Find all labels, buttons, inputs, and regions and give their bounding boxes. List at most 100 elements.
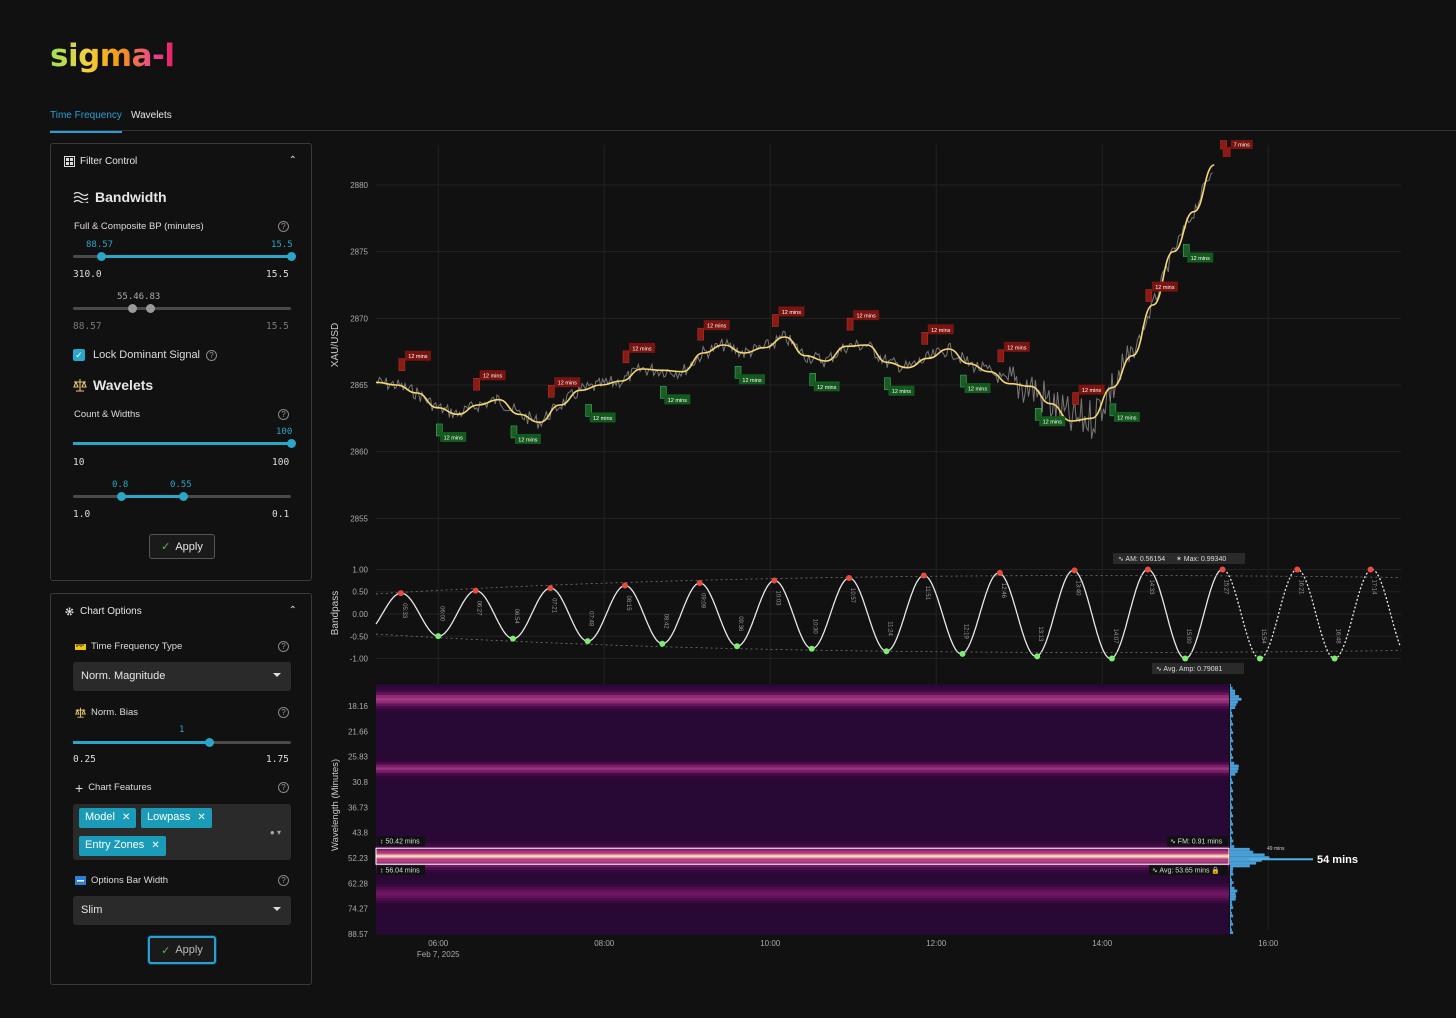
feature-chip-entry-zones[interactable]: Entry Zones ✕ bbox=[79, 836, 166, 856]
bias-handle[interactable] bbox=[205, 738, 214, 747]
remove-icon[interactable]: ✕ bbox=[151, 840, 160, 851]
heatmap-row bbox=[376, 764, 1229, 768]
upper-envelope bbox=[375, 575, 1402, 595]
chevron-up-icon[interactable]: ⌃ bbox=[288, 155, 297, 166]
heatmap-row bbox=[376, 886, 1229, 891]
help-icon[interactable]: ? bbox=[206, 350, 217, 361]
cycle-markers: 12 mins 12 mins 12 mins 12 mins 12 mins 12 mi… bbox=[398, 140, 1253, 444]
chart-options-apply-button[interactable]: ✓ Apply bbox=[148, 936, 216, 964]
heatmap-row bbox=[376, 795, 1229, 799]
trough-time-label: 09:36 bbox=[737, 616, 743, 632]
tf-type-label: Time Frequency Type bbox=[91, 641, 183, 652]
width-low-handle[interactable] bbox=[117, 492, 126, 501]
histogram-bar bbox=[1230, 859, 1262, 862]
bandwidth-low-handle[interactable] bbox=[97, 252, 106, 261]
feature-chip-lowpass[interactable]: Lowpass ✕ bbox=[141, 808, 212, 828]
heatmap-row bbox=[376, 928, 1229, 932]
trough-marker bbox=[660, 386, 667, 399]
feature-chip-model[interactable]: Model ✕ bbox=[79, 808, 137, 828]
peak-time-label: 06:27 bbox=[476, 601, 482, 617]
help-icon[interactable]: ? bbox=[278, 641, 289, 652]
trough-dot bbox=[883, 648, 890, 655]
heatmap-row bbox=[376, 753, 1229, 757]
help-icon[interactable]: ? bbox=[278, 707, 289, 718]
peak-label-box bbox=[1078, 384, 1105, 395]
histogram-bar bbox=[1230, 839, 1234, 843]
fm-badge-bg bbox=[1167, 836, 1228, 847]
widths-slider[interactable] bbox=[73, 492, 291, 501]
peak-dot bbox=[696, 580, 703, 587]
filter-control-header[interactable]: Filter Control bbox=[64, 156, 137, 167]
heatmap-row bbox=[376, 750, 1229, 755]
bias-min-label: 0.25 bbox=[73, 754, 96, 765]
count-handle[interactable] bbox=[287, 439, 296, 448]
count-slider[interactable] bbox=[73, 439, 296, 448]
check-icon: ✓ bbox=[161, 944, 171, 957]
chart-options-header[interactable]: Chart Options bbox=[64, 606, 142, 617]
trough-dot bbox=[1108, 655, 1115, 662]
remove-icon[interactable]: ✕ bbox=[197, 812, 206, 823]
peak-label-box bbox=[778, 306, 805, 317]
heatmap-row bbox=[376, 920, 1229, 924]
composite-high-handle[interactable] bbox=[146, 304, 155, 313]
dominant-wavelength-label: 54 mins bbox=[1317, 854, 1358, 866]
clear-dropdown-icon[interactable]: ● ▾ bbox=[269, 828, 281, 837]
heatmap-tick-label: 62.28 bbox=[348, 879, 369, 888]
am-label: ∿ AM: 0.56154 bbox=[1118, 556, 1165, 563]
avg-amp-label: ∿ Avg. Amp: 0.79081 bbox=[1156, 666, 1223, 673]
help-icon[interactable]: ? bbox=[278, 221, 289, 232]
help-icon[interactable]: ? bbox=[278, 782, 289, 793]
bar-width-select[interactable]: Slim bbox=[73, 896, 291, 925]
histogram-bar bbox=[1230, 756, 1234, 759]
histogram-bar bbox=[1230, 700, 1238, 704]
tab-wavelets[interactable]: Wavelets bbox=[131, 110, 172, 121]
width-high-handle[interactable] bbox=[179, 492, 188, 501]
bandwidth-high-handle[interactable] bbox=[287, 252, 296, 261]
heatmap-row bbox=[376, 717, 1229, 721]
filter-apply-label: Apply bbox=[175, 540, 203, 553]
bandwidth-slider[interactable] bbox=[73, 252, 296, 261]
histogram-bar bbox=[1230, 686, 1233, 690]
filter-control-title: Filter Control bbox=[80, 156, 138, 167]
trough-time-label: 14:07 bbox=[1112, 629, 1118, 645]
heatmap-row bbox=[376, 736, 1229, 741]
chart-features-multiselect[interactable]: Model ✕ Lowpass ✕ Entry Zones ✕ ● ▾ bbox=[73, 804, 291, 860]
bias-max-label: 1.75 bbox=[266, 754, 289, 765]
remove-icon[interactable]: ✕ bbox=[121, 812, 131, 823]
peak-marker bbox=[398, 358, 406, 371]
peak-dot bbox=[920, 572, 927, 579]
heatmap-row bbox=[376, 839, 1229, 843]
filter-apply-button[interactable]: ✓ Apply bbox=[149, 534, 215, 559]
bias-slider[interactable] bbox=[73, 738, 291, 747]
histogram-bar bbox=[1230, 864, 1250, 868]
peak-dot bbox=[547, 585, 554, 592]
x-tick-label: 12:00 bbox=[926, 939, 947, 948]
heatmap-row bbox=[376, 692, 1229, 696]
count-value: 100 bbox=[276, 427, 293, 437]
composite-low-handle[interactable] bbox=[128, 304, 137, 313]
composite-slider[interactable] bbox=[73, 304, 291, 313]
chart-features-label: Chart Features bbox=[88, 782, 152, 793]
bandpass-labels: 05:33 06:27 07:21 08:15 09:09 10:03 10:57 11:51… bbox=[397, 553, 1377, 674]
bp-min-label: 310.0 bbox=[73, 269, 102, 280]
lock-dominant-checkbox[interactable]: ✓ bbox=[73, 349, 85, 361]
help-icon[interactable]: ? bbox=[278, 409, 289, 420]
bar-width-icon bbox=[75, 876, 86, 885]
band-low-badge-bg bbox=[377, 836, 425, 847]
heatmap-tick-label: 18.16 bbox=[348, 702, 369, 711]
trough-time-label: 13:13 bbox=[1037, 626, 1043, 642]
help-icon[interactable]: ? bbox=[278, 875, 289, 886]
histogram-bar bbox=[1230, 722, 1234, 726]
histogram-bar bbox=[1230, 742, 1231, 746]
tf-type-select[interactable]: Norm. Magnitude bbox=[73, 662, 291, 691]
chevron-up-icon[interactable]: ⌃ bbox=[288, 605, 297, 616]
tab-time-frequency[interactable]: Time Frequency bbox=[50, 110, 122, 133]
heatmap-row bbox=[376, 900, 1229, 905]
composite-max-label: 15.5 bbox=[266, 321, 289, 332]
peak-label-box bbox=[703, 320, 730, 331]
heatmap-row bbox=[376, 700, 1229, 705]
peak-time-label: 08:15 bbox=[625, 596, 631, 612]
band-high-label: ↕ 56.04 mins bbox=[380, 868, 420, 875]
chart-area[interactable]: 2880 2875 2870 2865 2860 2855 XAU/USD 12 mins… bbox=[326, 140, 1456, 970]
wavelength-histogram: 49 mins 54 mins bbox=[1230, 684, 1358, 934]
